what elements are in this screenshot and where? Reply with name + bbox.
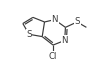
Text: S: S bbox=[74, 17, 80, 26]
Text: Cl: Cl bbox=[49, 52, 57, 61]
Text: N: N bbox=[51, 15, 58, 24]
Text: S: S bbox=[26, 30, 32, 39]
Text: N: N bbox=[61, 36, 68, 45]
